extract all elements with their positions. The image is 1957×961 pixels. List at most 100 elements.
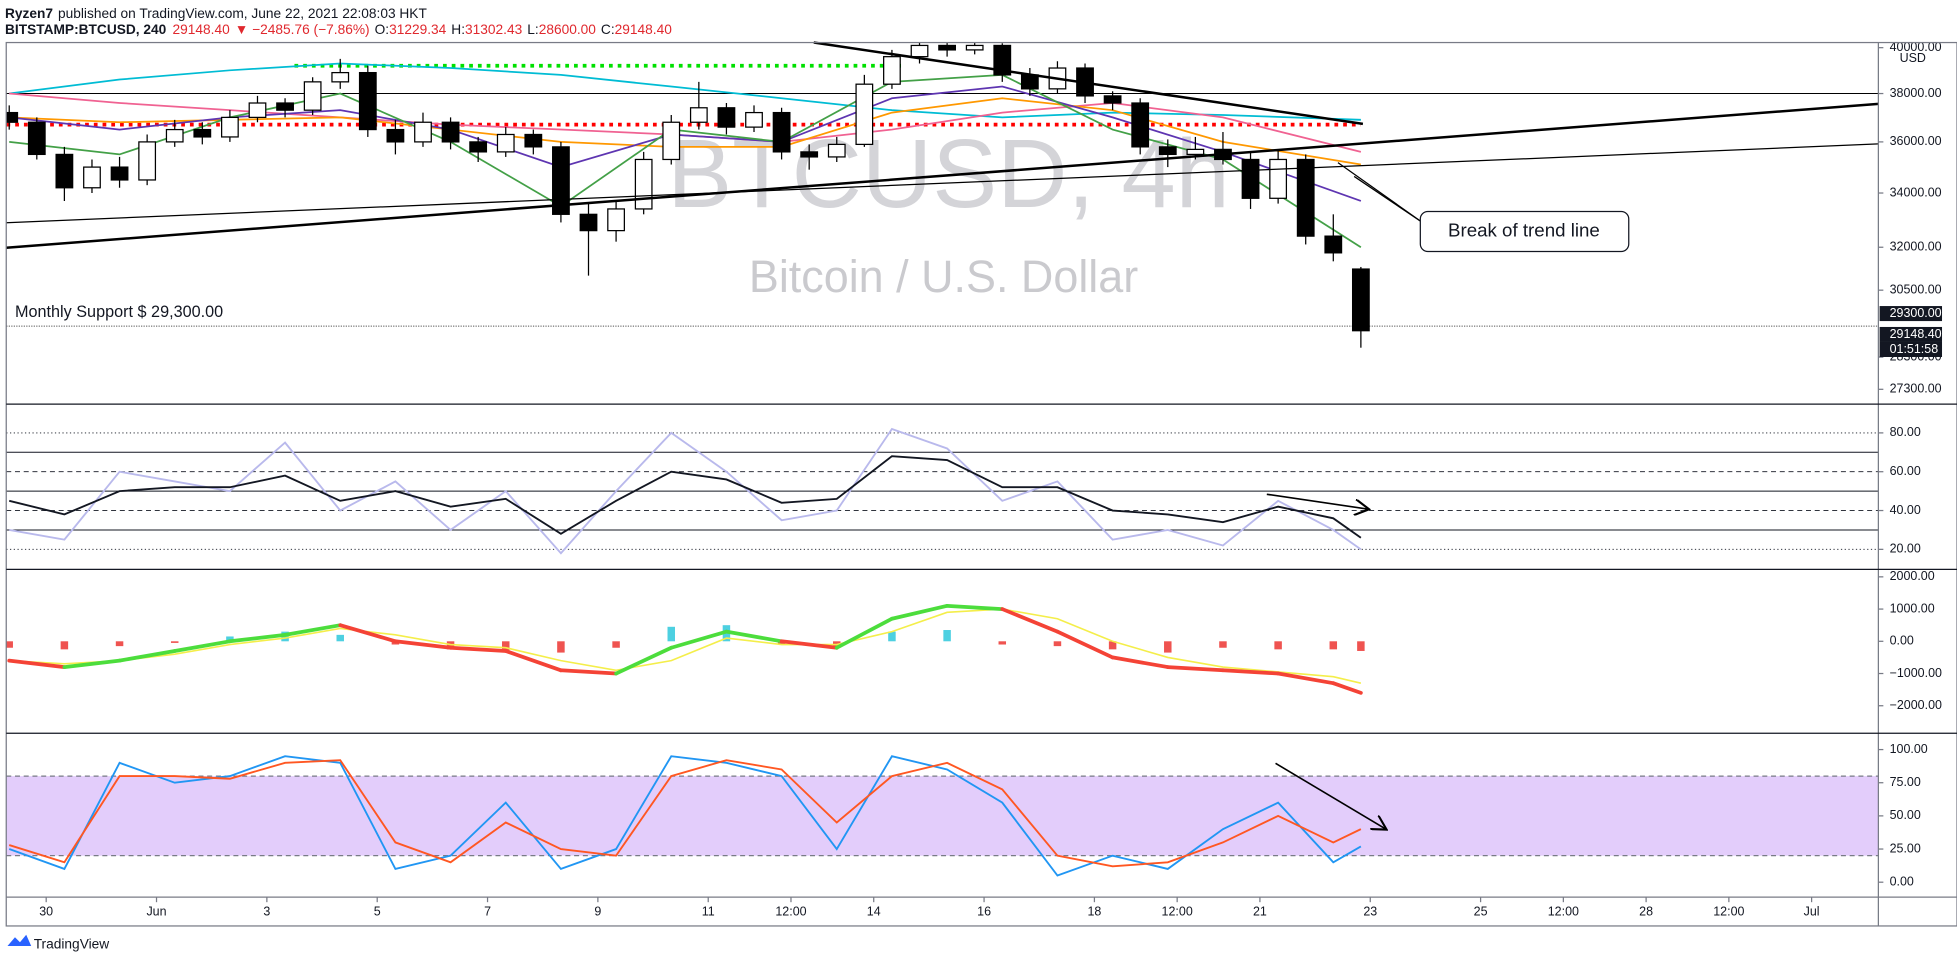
- y-tick-label: 38000.00: [1890, 86, 1942, 100]
- candle-body: [1324, 235, 1343, 254]
- candle-body: [276, 102, 294, 111]
- histogram-bar: [1219, 641, 1227, 648]
- candle-body: [386, 128, 405, 143]
- candle-body: [110, 166, 129, 181]
- x-tick-label: 7: [484, 904, 491, 918]
- y-tick-label: 50.00: [1890, 808, 1921, 822]
- histogram-bar: [336, 634, 344, 642]
- y-tick-label: −2000.00: [1890, 698, 1942, 712]
- callout-text: Break of trend line: [1448, 219, 1600, 240]
- macd-line: [1276, 671, 1336, 686]
- candle-body: [910, 44, 929, 58]
- candle-body: [1351, 268, 1370, 332]
- x-tick-label: 12:00: [1548, 904, 1579, 918]
- x-tick-label: 30: [39, 904, 53, 918]
- y-tick-label: 36000.00: [1890, 134, 1942, 148]
- candle-body: [83, 166, 101, 189]
- macd-line: [890, 603, 949, 621]
- price-label: 29148.40: [1890, 327, 1942, 341]
- price-label: 29300.00: [1890, 306, 1942, 320]
- x-tick-label: 5: [374, 904, 381, 918]
- candle-body: [496, 133, 515, 153]
- candle-body: [993, 44, 1012, 76]
- pane: [6, 755, 1879, 877]
- macd-line: [117, 649, 177, 663]
- candle-body: [1241, 158, 1260, 199]
- candle-body: [1158, 146, 1177, 156]
- support-label: Monthly Support $ 29,300.00: [15, 303, 223, 321]
- indicator-line: [8, 759, 1362, 868]
- x-tick-label: 28: [1639, 904, 1653, 918]
- macd-line: [338, 623, 398, 644]
- price-label-box: [1879, 306, 1943, 322]
- pane: [6, 427, 1879, 555]
- x-tick-label: 16: [977, 904, 991, 918]
- histogram-bar: [1274, 641, 1282, 650]
- y-tick-label: 25.00: [1890, 841, 1921, 855]
- quote-value: 31229.34: [389, 22, 447, 37]
- macd-line: [503, 649, 563, 673]
- macd-line: [393, 639, 453, 650]
- y-tick-label: 32000.00: [1890, 240, 1942, 254]
- frame-border: [5, 41, 1957, 927]
- callout-box: [1419, 210, 1630, 253]
- macd-line: [7, 658, 67, 669]
- candle-body: [138, 141, 157, 181]
- macd-line: [1221, 668, 1281, 676]
- candle-body: [27, 121, 46, 156]
- indicator-line: [8, 755, 1362, 877]
- candle-body: [358, 71, 377, 131]
- quote-key: O:: [375, 22, 389, 37]
- histogram-bar: [1053, 641, 1062, 647]
- macd-line: [228, 632, 287, 644]
- x-tick-label: 12:00: [775, 904, 806, 918]
- y-tick-label: 0.00: [1890, 634, 1914, 648]
- x-tick-label: 9: [594, 904, 601, 918]
- candle-body: [524, 133, 543, 148]
- x-tick-label: Jul: [1804, 904, 1820, 918]
- histogram-bar: [888, 631, 896, 642]
- histogram-bar: [557, 641, 565, 653]
- y-tick-label: 100.00: [1890, 742, 1928, 756]
- stoch-arrow: [1275, 762, 1387, 829]
- candle-body: [55, 153, 74, 189]
- candle-body: [745, 111, 763, 128]
- author: Ryzen7: [5, 5, 53, 20]
- candle-body: [938, 44, 957, 51]
- macd-line: [669, 629, 729, 650]
- histogram-bar: [1329, 641, 1338, 650]
- macd-line: [559, 668, 618, 676]
- candle-body: [414, 121, 432, 143]
- y-tick-label: 20.00: [1890, 542, 1921, 556]
- macd-line: [1110, 655, 1170, 669]
- candle-body: [469, 141, 488, 153]
- last-price: 29148.40: [173, 22, 231, 37]
- change: ▼ −2485.76 (−7.86%): [235, 22, 370, 37]
- y-tick-label: 30500.00: [1890, 282, 1942, 296]
- quote-value: 31302.43: [465, 22, 523, 37]
- y-tick-label: 40000.00: [1890, 40, 1942, 54]
- candle-body: [331, 71, 350, 83]
- histogram-bar: [943, 630, 951, 642]
- band: [6, 776, 1879, 856]
- quote-key: L:: [527, 22, 538, 37]
- quote-value: 29148.40: [615, 22, 673, 37]
- candle-body: [248, 102, 267, 119]
- y-tick-label: 34000.00: [1890, 185, 1942, 199]
- y-tick-label: 1000.00: [1890, 601, 1935, 615]
- y-tick-label: 75.00: [1890, 775, 1921, 789]
- drawings: [6, 41, 1879, 830]
- candle-body: [717, 107, 736, 128]
- y-tick-label: 0.00: [1890, 874, 1914, 888]
- x-tick-label: 3: [263, 904, 270, 918]
- candle-body: [6, 111, 19, 123]
- candle-body: [441, 121, 460, 143]
- candle-body: [662, 121, 681, 161]
- watermark-description: Bitcoin / U.S. Dollar: [749, 251, 1138, 302]
- trend-line: [6, 102, 1879, 250]
- x-tick-label: 11: [702, 904, 715, 918]
- macd-line: [945, 603, 1005, 611]
- candle-body: [1131, 102, 1150, 148]
- macd-line: [724, 629, 784, 644]
